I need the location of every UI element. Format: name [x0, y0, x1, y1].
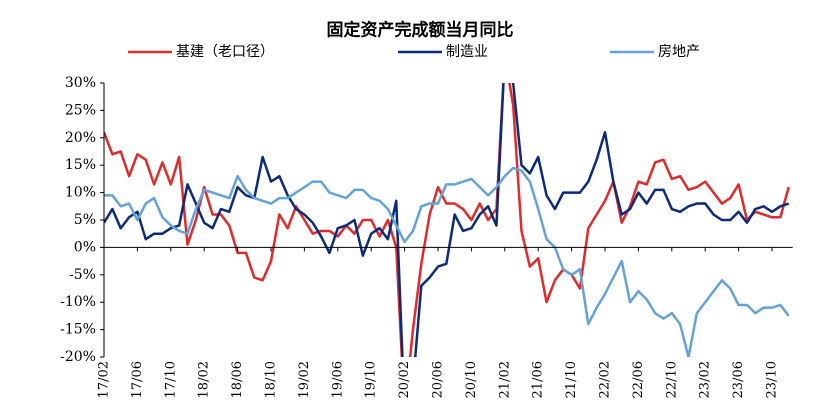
chart-title: 固定资产完成额当月同比 [327, 20, 514, 41]
y-tick-label: 30% [65, 75, 96, 91]
series-line [104, 166, 790, 357]
x-tick-label: 22/10 [664, 361, 679, 398]
y-tick-label: 15% [65, 157, 96, 173]
y-tick-label: 20% [65, 130, 96, 146]
x-tick-label: 18/06 [230, 361, 245, 398]
x-tick-label: 17/10 [163, 361, 178, 398]
x-tick-label: 20/02 [397, 361, 412, 398]
x-tick-label: 19/02 [297, 361, 312, 398]
x-tick-label: 17/06 [130, 361, 145, 398]
x-tick-label: 19/06 [330, 361, 345, 398]
series-line [104, 83, 790, 357]
x-tick-label: 23/10 [765, 361, 780, 398]
x-tick-label: 19/10 [364, 361, 379, 398]
y-tick-label: 25% [65, 102, 96, 118]
y-tick-label: -15% [60, 322, 96, 338]
series-line [104, 83, 790, 357]
x-tick-label: 20/10 [464, 361, 479, 398]
x-tick-label: 23/02 [698, 361, 713, 398]
legend-label: 房地产 [658, 44, 700, 60]
x-tick-label: 17/02 [97, 361, 112, 398]
x-tick-label: 21/06 [531, 361, 546, 398]
x-tick-label: 22/06 [631, 361, 646, 398]
x-tick-label: 20/06 [431, 361, 446, 398]
x-tick-label: 18/02 [197, 361, 212, 398]
y-tick-label: 0% [74, 239, 96, 255]
plot-area [104, 83, 790, 357]
x-tick-label: 21/10 [564, 361, 579, 398]
y-tick-label: -10% [60, 294, 96, 310]
x-tick-label: 22/02 [598, 361, 613, 398]
legend-label: 基建（老口径） [176, 43, 274, 60]
y-tick-label: 5% [74, 212, 96, 228]
y-tick-label: -20% [60, 349, 96, 365]
legend-label: 制造业 [446, 44, 488, 60]
y-tick-label: -5% [69, 267, 96, 283]
x-tick-label: 21/02 [497, 361, 512, 398]
x-tick-label: 23/06 [731, 361, 746, 398]
x-tick-label: 18/10 [264, 361, 279, 398]
y-tick-label: 10% [65, 185, 96, 201]
